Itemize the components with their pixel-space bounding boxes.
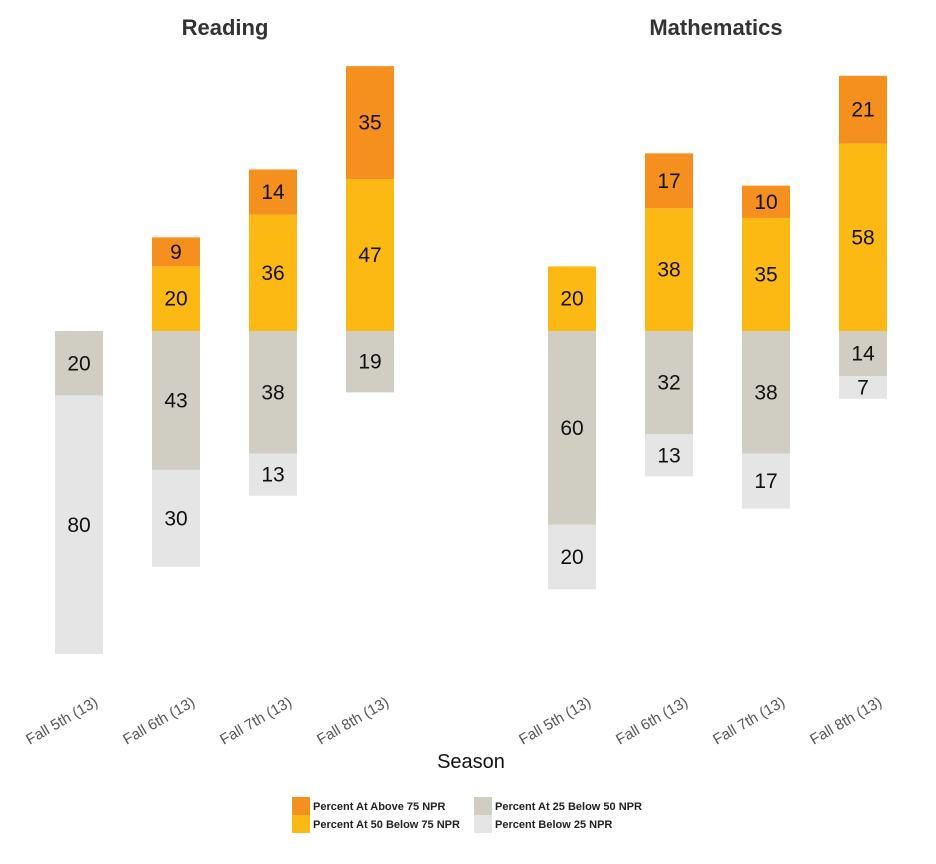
data-label: 10 — [754, 191, 777, 214]
data-label: 47 — [358, 244, 381, 267]
data-label: 60 — [560, 417, 583, 440]
x-tick-label: Fall 6th (13) — [613, 694, 691, 749]
legend-label: Percent At 50 Below 75 NPR — [313, 819, 460, 831]
legend-label: Percent Below 25 NPR — [495, 819, 612, 831]
data-label: 20 — [560, 546, 583, 569]
data-label: 13 — [657, 444, 680, 467]
panel-title: Mathematics — [649, 15, 782, 40]
bar-segment-percent-at-above-75-npr — [645, 153, 693, 209]
bar-segment-percent-at-50-below-75-npr — [548, 266, 596, 331]
bar-segment-percent-at-50-below-75-npr — [249, 214, 297, 331]
bar-segment-percent-below-25-npr — [645, 434, 693, 477]
bar-segment-percent-at-25-below-50-npr — [346, 331, 394, 393]
bar-segment-percent-at-25-below-50-npr — [55, 331, 103, 396]
bar-segment-percent-at-above-75-npr — [249, 169, 297, 215]
data-label: 38 — [754, 381, 777, 404]
bar-segment-percent-at-25-below-50-npr — [249, 331, 297, 454]
x-tick-label: Fall 7th (13) — [710, 694, 788, 749]
bar-segment-percent-at-25-below-50-npr — [548, 331, 596, 525]
data-label: 20 — [67, 352, 90, 375]
data-label: 35 — [358, 112, 381, 135]
bar-segment-percent-at-25-below-50-npr — [742, 331, 790, 454]
x-tick-label: Fall 5th (13) — [516, 694, 594, 749]
data-label: 36 — [261, 262, 284, 285]
bar-segment-percent-at-above-75-npr — [346, 66, 394, 180]
bar-segment-percent-below-25-npr — [249, 453, 297, 496]
data-label: 35 — [754, 263, 777, 286]
legend-item-percent-at-50-below-75-npr: Percent At 50 Below 75 NPR — [292, 815, 460, 833]
bar-segment-percent-below-25-npr — [742, 453, 790, 509]
data-label: 13 — [261, 464, 284, 487]
legend-swatch — [474, 815, 492, 833]
bar-segment-percent-at-25-below-50-npr — [152, 331, 200, 470]
panel-reading: Reading 20 80 Fall 5th (13) 20 9 43 30 Fall 6th … — [23, 15, 394, 748]
legend-label: Percent At 25 Below 50 NPR — [495, 801, 642, 813]
panel-title: Reading — [182, 15, 269, 40]
data-label: 38 — [261, 381, 284, 404]
bar-segment-percent-below-25-npr — [55, 395, 103, 654]
legend-item-percent-below-25-npr: Percent Below 25 NPR — [474, 815, 612, 833]
legend-label: Percent At Above 75 NPR — [313, 801, 446, 813]
data-label: 14 — [851, 343, 875, 366]
bar-segment-percent-below-25-npr — [152, 469, 200, 567]
bar-segment-percent-at-50-below-75-npr — [152, 266, 200, 331]
data-label: 9 — [170, 241, 182, 264]
legend-swatch — [292, 797, 310, 815]
data-label: 38 — [657, 259, 680, 282]
data-label: 14 — [261, 181, 285, 204]
data-label: 19 — [358, 351, 381, 374]
data-label: 80 — [67, 514, 90, 537]
x-tick-label: Fall 8th (13) — [314, 694, 392, 749]
bar-segment-percent-at-above-75-npr — [742, 185, 790, 218]
data-label: 17 — [657, 170, 680, 193]
bar-segment-percent-at-50-below-75-npr — [742, 217, 790, 331]
bar-segment-percent-at-above-75-npr — [839, 75, 887, 144]
x-tick-label: Fall 8th (13) — [807, 694, 885, 749]
data-label: 17 — [754, 470, 777, 493]
data-label: 30 — [164, 507, 187, 530]
legend-swatch — [292, 815, 310, 833]
data-label: 43 — [164, 389, 187, 412]
chart-legend: Percent At Above 75 NPR Percent At 25 Bel… — [292, 797, 642, 833]
legend-item-percent-at-25-below-50-npr: Percent At 25 Below 50 NPR — [474, 797, 642, 815]
data-label: 32 — [657, 372, 680, 395]
x-tick-label: Fall 7th (13) — [217, 694, 295, 749]
data-label: 20 — [164, 288, 187, 311]
legend-swatch — [474, 797, 492, 815]
bar-segment-percent-at-50-below-75-npr — [346, 179, 394, 331]
bar-segment-percent-at-50-below-75-npr — [839, 143, 887, 331]
x-axis-title: Season — [437, 751, 505, 773]
bar-segment-percent-at-50-below-75-npr — [645, 208, 693, 331]
bar-segment-percent-below-25-npr — [839, 376, 887, 399]
legend-item-percent-at-above-75-npr: Percent At Above 75 NPR — [292, 797, 446, 815]
bar-segment-percent-at-25-below-50-npr — [645, 331, 693, 435]
x-tick-label: Fall 6th (13) — [120, 694, 198, 749]
data-label: 58 — [851, 226, 874, 249]
bar-segment-percent-at-25-below-50-npr — [839, 331, 887, 377]
data-label: 20 — [560, 288, 583, 311]
chart-panels: Reading 20 80 Fall 5th (13) 20 9 43 30 Fall 6th … — [23, 15, 887, 748]
panel-mathematics: Mathematics 20 60 20 Fall 5th (13) 38 17 32 13 Fa… — [516, 15, 887, 748]
data-label: 21 — [851, 99, 874, 122]
bar-segment-percent-at-above-75-npr — [152, 237, 200, 267]
data-label: 7 — [857, 377, 869, 400]
x-tick-label: Fall 5th (13) — [23, 694, 101, 749]
bar-segment-percent-below-25-npr — [548, 524, 596, 590]
